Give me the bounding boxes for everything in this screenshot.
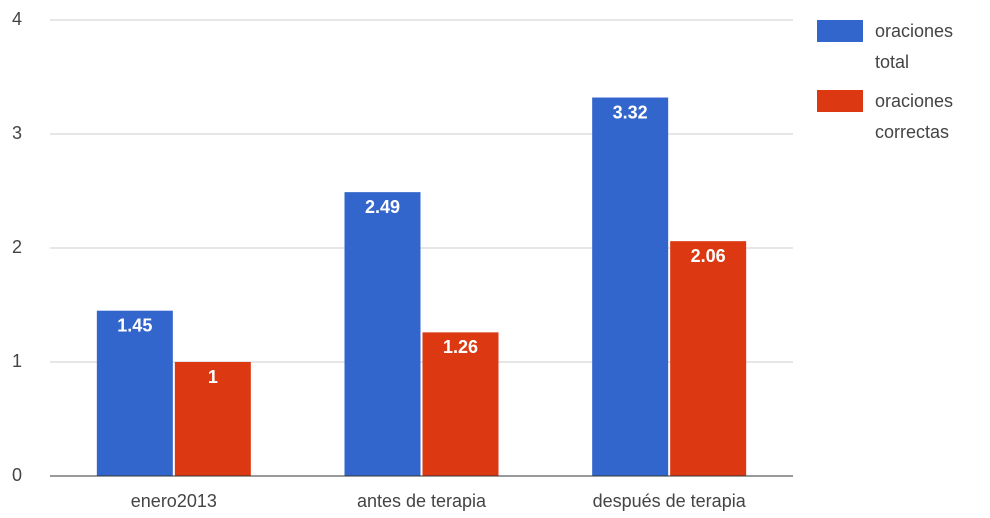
bar <box>422 332 499 476</box>
legend-item: oraciones correctas <box>817 90 990 148</box>
x-tick-label: antes de terapia <box>357 491 487 511</box>
data-label: 1.26 <box>443 337 478 357</box>
y-tick-label: 4 <box>12 9 22 29</box>
legend-swatch <box>817 20 863 42</box>
y-tick-label: 2 <box>12 237 22 257</box>
bar <box>344 192 421 476</box>
y-tick-label: 0 <box>12 465 22 485</box>
data-label: 1 <box>208 367 218 387</box>
bar <box>592 97 669 477</box>
y-tick-label: 1 <box>12 351 22 371</box>
legend-label: oraciones correctas <box>875 91 954 142</box>
bar <box>96 310 173 476</box>
data-label: 2.06 <box>691 246 726 266</box>
data-label: 3.32 <box>613 102 648 122</box>
legend-swatch <box>817 90 863 112</box>
bar <box>670 241 747 476</box>
legend-item: oraciones total <box>817 20 990 78</box>
x-tick-label: enero2013 <box>131 491 217 511</box>
legend-label: oraciones total <box>875 21 954 72</box>
data-label: 1.45 <box>117 315 152 335</box>
bar <box>174 362 251 476</box>
y-tick-label: 3 <box>12 123 22 143</box>
x-tick-label: después de terapia <box>593 491 747 511</box>
data-label: 2.49 <box>365 197 400 217</box>
